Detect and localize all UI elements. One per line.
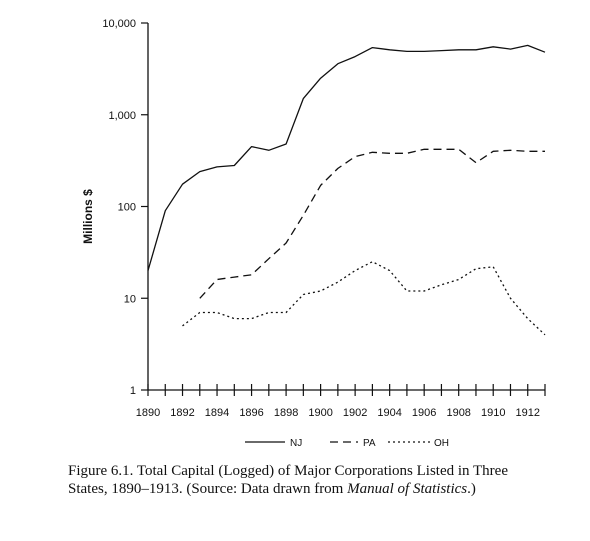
x-tick-label: 1892 (170, 407, 194, 419)
series-line-nj (147, 44, 546, 271)
x-tick-label: 1902 (343, 407, 367, 419)
x-tick-label: 1894 (205, 407, 229, 419)
x-tick-label: 1912 (515, 407, 539, 419)
caption-suffix: .) (467, 481, 476, 497)
axes: 1 10 100 1,000 10,000 1890 1892 1894 1896 1898 190… (81, 18, 546, 419)
caption-text: Figure 6.1. Total Capital (Logged) of Ma… (68, 463, 508, 497)
figure-caption: Figure 6.1. Total Capital (Logged) of Ma… (68, 462, 548, 498)
x-tick-label: 1904 (377, 407, 401, 419)
chart: 1 10 100 1,000 10,000 1890 1892 1894 1896 1898 190… (81, 18, 546, 449)
legend: NJ PA OH (245, 438, 449, 449)
legend-label-pa: PA (363, 438, 376, 449)
y-tick-label: 1 (130, 385, 136, 397)
x-tick-label: 1910 (481, 407, 505, 419)
y-tick-label: 1,000 (108, 110, 136, 122)
x-tick-label: 1906 (412, 407, 436, 419)
x-tick-label: 1896 (239, 407, 263, 419)
caption-source-title: Manual of Statistics (347, 481, 468, 497)
x-tick-label: 1900 (308, 407, 332, 419)
y-tick-label: 100 (118, 202, 136, 214)
y-tick-label: 10 (124, 293, 136, 305)
legend-label-nj: NJ (290, 438, 302, 449)
y-axis-label: Millions $ (81, 189, 95, 244)
x-tick-label: 1890 (136, 407, 160, 419)
legend-label-oh: OH (434, 438, 449, 449)
series-line-pa (199, 148, 545, 299)
series-group (147, 44, 546, 336)
y-tick-label: 10,000 (102, 18, 136, 30)
x-tick-label: 1898 (274, 407, 298, 419)
x-tick-label: 1908 (446, 407, 470, 419)
series-line-oh (182, 261, 546, 336)
